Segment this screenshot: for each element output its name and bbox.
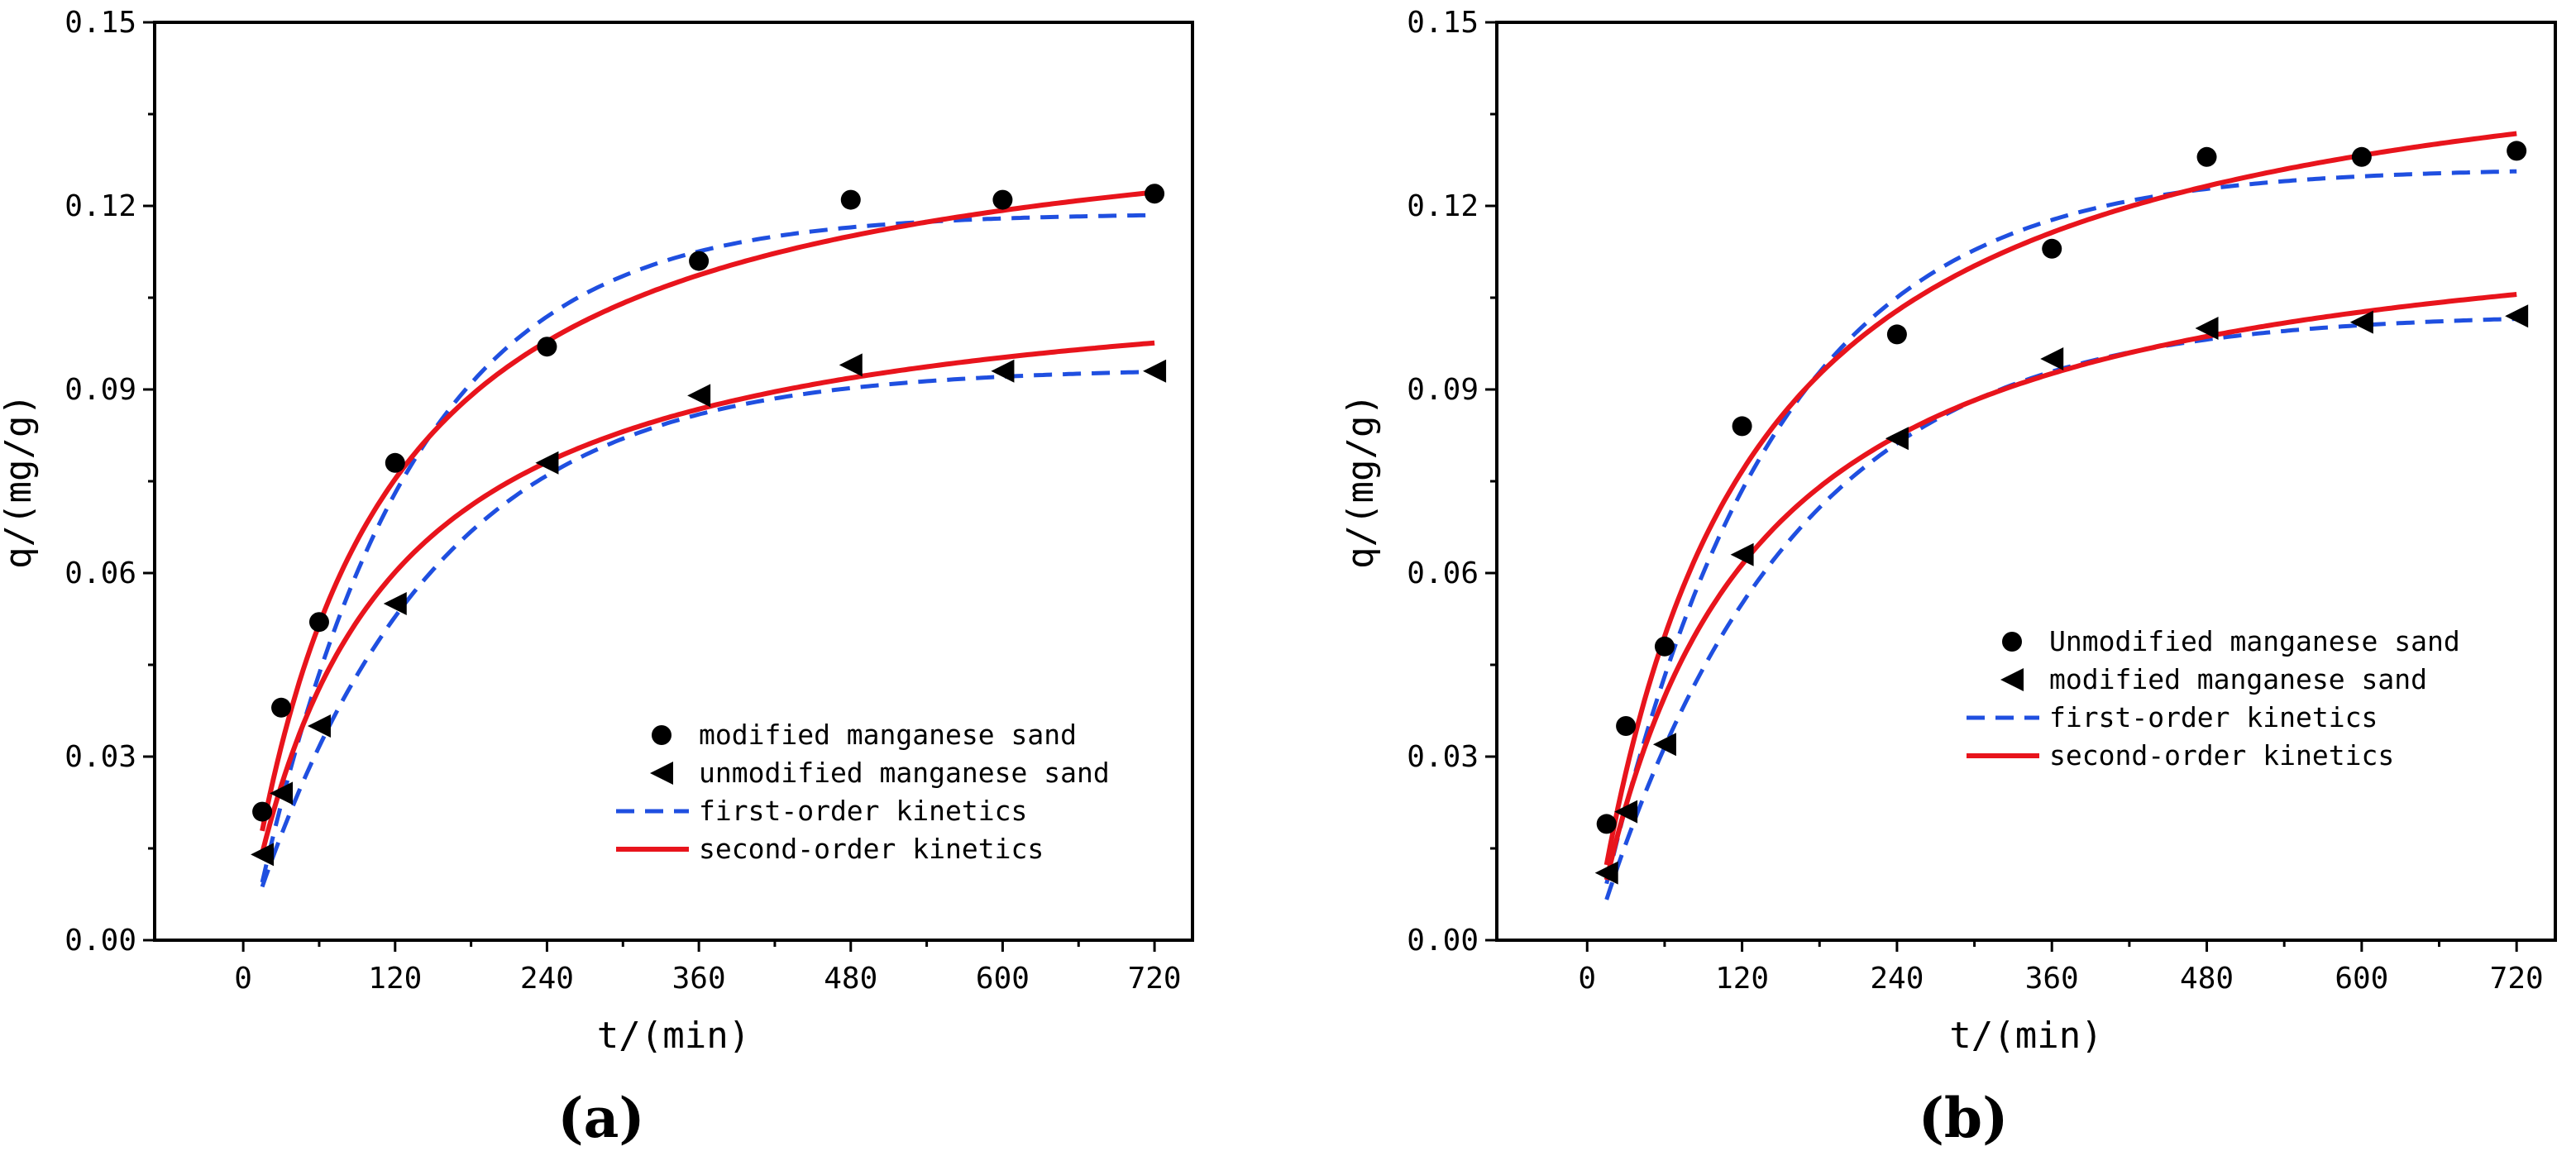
panel-a-series-2-point <box>270 781 294 805</box>
panel-b-series-1-point <box>1886 324 1907 345</box>
panel-a-x-tick-label: 0 <box>234 962 252 996</box>
panel-b-legend: Unmodified manganese sand modified manga… <box>1967 625 2460 771</box>
panel-b-series-2-point <box>1614 800 1638 824</box>
panel-a-legend-label-4: second-order kinetics <box>699 833 1044 865</box>
panel-a-y-tick-label: 0.00 <box>65 924 136 958</box>
panel-a-series-2-point <box>383 592 407 615</box>
panel-b-x-tick-label: 360 <box>2025 962 2079 996</box>
panel-a-second-order-fit-line-2 <box>260 189 1155 832</box>
panel-b-series-1-point <box>1654 636 1675 657</box>
panel-b-series-2-point <box>2195 317 2219 340</box>
panel-b-x-tick-label: 0 <box>1578 962 1596 996</box>
panel-b-legend-circle-marker <box>2002 632 2022 652</box>
panel-b-x-tick-label: 600 <box>2335 962 2388 996</box>
panel-a-series-1-point <box>271 697 292 718</box>
panel-a-x-tick-label: 240 <box>520 962 574 996</box>
panel-b-legend-label-4: second-order kinetics <box>2049 739 2394 771</box>
panel-a-caption: (a) <box>557 1086 644 1150</box>
panel-a-legend-triangle-marker <box>650 762 673 785</box>
panel-a-y-axis-title: q/(mg/g) <box>0 394 40 569</box>
panel-a-y-tick-label: 0.09 <box>65 373 136 407</box>
panel-a-x-tick-label: 720 <box>1128 962 1182 996</box>
panel-b-caption: (b) <box>1919 1086 2009 1150</box>
panel-a-series-1-point <box>840 189 861 210</box>
panel-b-legend-label-3: first-order kinetics <box>2049 701 2378 733</box>
panel-b-second-order-fit-line-4 <box>1603 292 2517 881</box>
panel-b-y-tick-label: 0.03 <box>1407 740 1479 774</box>
panel-a-legend-label-2: unmodified manganese sand <box>699 757 1110 789</box>
panel-b-series-2-point <box>1594 861 1618 885</box>
panel-b-x-tick-label: 480 <box>2180 962 2234 996</box>
panel-a-first-order-fit-line-1 <box>260 213 1155 883</box>
panel-a-x-axis-title: t/(min) <box>597 1015 750 1057</box>
panel-a-y-tick-label: 0.12 <box>65 189 136 223</box>
panel-b-series-1-point <box>2196 146 2217 167</box>
panel-a-series-1-point <box>992 189 1013 210</box>
panel-a-series-2-point <box>535 451 559 475</box>
panel-b-series-2-point <box>1652 733 1676 757</box>
panel-a-y-tick-label: 0.15 <box>65 6 136 40</box>
panel-b-y-axis-title: q/(mg/g) <box>1340 394 1382 569</box>
panel-b-series-2-point <box>2505 304 2529 328</box>
panel-b-series-1-point <box>2351 146 2372 167</box>
panel-a-legend-label-1: modified manganese sand <box>699 719 1077 751</box>
panel-a-x-tick-label: 120 <box>368 962 422 996</box>
panel-b-y-tick-label: 0.15 <box>1407 6 1479 40</box>
panel-a-series-1-point <box>689 251 710 271</box>
panel-a-second-order-fit-line-4 <box>260 340 1155 854</box>
panel-b-x-tick-label: 720 <box>2490 962 2544 996</box>
panel-b-series-2-point <box>1885 427 1909 451</box>
panel-a-legend: modified manganese sand unmodified manga… <box>616 719 1110 865</box>
panel-a-chart: 0 120 240 360 480 600 720 0.00 0.03 0.06 0.09 0.12 0… <box>0 6 1194 1150</box>
panel-a-series-2-point <box>839 353 863 377</box>
panel-b-series-1-point <box>1616 716 1637 736</box>
panel-b-first-order-fit-line-1 <box>1604 169 2517 885</box>
panel-b-x-tick-label: 240 <box>1870 962 1924 996</box>
panel-a-series-1-point <box>308 612 329 633</box>
panel-a-legend-circle-marker <box>652 725 671 745</box>
panel-a-series-1-point <box>1145 184 1165 204</box>
panel-a-x-tick-label: 600 <box>976 962 1030 996</box>
panel-b-x-axis-title: t/(min) <box>1949 1015 2102 1057</box>
panel-a-series-1-point <box>537 337 557 357</box>
panel-b-legend-label-2: modified manganese sand <box>2049 663 2427 695</box>
panel-a-series-2-point <box>251 843 275 867</box>
panel-a-series-2-point <box>991 359 1015 383</box>
panel-b-series-1-point <box>2042 238 2062 259</box>
panel-a-y-tick-label: 0.03 <box>65 740 136 774</box>
panel-b-y-tick-label: 0.09 <box>1407 373 1479 407</box>
panel-b-legend-label-1: Unmodified manganese sand <box>2049 625 2460 657</box>
panel-b-y-tick-label: 0.12 <box>1407 189 1479 223</box>
panel-a-legend-label-3: first-order kinetics <box>699 795 1027 827</box>
panel-b-series-2-point <box>2040 347 2064 370</box>
panel-b-series-1-point <box>2507 141 2527 161</box>
panel-b-series-1-point <box>1732 416 1752 437</box>
panel-a-series-2-point <box>307 714 331 738</box>
panel-b-legend-triangle-marker <box>2000 668 2024 691</box>
panel-b-series-1-point <box>1596 814 1617 834</box>
panel-b-chart: 0 120 240 360 480 600 720 0.00 0.03 0.06 0.09 0.12 0… <box>1340 6 2557 1150</box>
panel-b-x-tick-label: 120 <box>1715 962 1769 996</box>
panel-b-y-tick-label: 0.06 <box>1407 557 1479 590</box>
panel-a-y-tick-label: 0.06 <box>65 557 136 590</box>
panel-b-series-2-point <box>2349 310 2373 334</box>
panel-b-y-tick-label: 0.00 <box>1407 924 1479 958</box>
panel-a-x-tick-label: 480 <box>824 962 877 996</box>
panel-a-series-1-point <box>385 452 405 473</box>
panel-a-series-1-point <box>252 801 273 822</box>
panel-b-series-2-point <box>1730 542 1754 566</box>
panel-a-series-2-point <box>687 384 711 408</box>
panel-a-series-2-point <box>1143 359 1167 383</box>
panel-a-x-tick-label: 360 <box>672 962 726 996</box>
